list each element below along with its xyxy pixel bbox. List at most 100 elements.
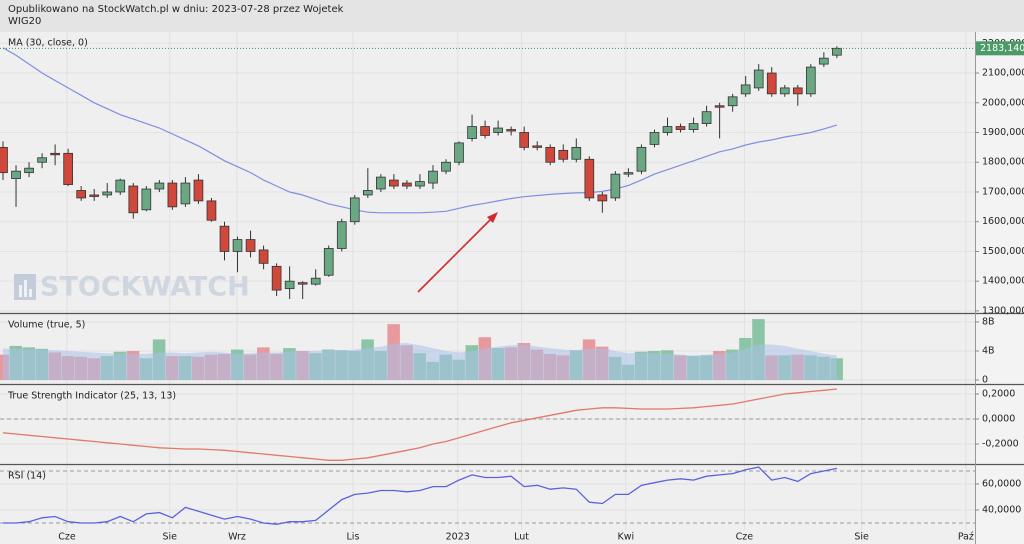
candle-body [11,170,21,179]
watermark-icon-bar [29,289,32,297]
y-tick-label: 2000,0000 [982,97,1024,108]
candle-body [519,132,530,148]
axis-background [975,32,1024,544]
candle-body [623,172,634,175]
caption: Opublikowano na StockWatch.pl w dniu: 20… [8,4,344,15]
x-tick-label: Sie [854,532,869,543]
x-tick-label: Lut [514,532,529,543]
candle-body [258,249,269,264]
candle-body [336,221,347,249]
plot-background [0,32,975,544]
y-tick-label: 0 [982,375,988,386]
y-tick-label: 1300,0000 [982,305,1024,316]
y-tick-label: 60,0000 [982,478,1021,489]
candle-body [376,176,386,190]
candle-body [271,265,282,291]
candle-body [323,248,334,276]
candle-body [362,190,373,196]
candle-body [805,66,816,95]
candle-body [792,87,803,95]
y-tick-label: 4B [982,346,995,357]
volume-ma-area [3,343,837,381]
candle-body [115,179,126,193]
candle-body [467,126,477,139]
candle-body [128,185,139,214]
candle-body [766,72,777,95]
candle-body [349,197,360,223]
candle-body [154,182,165,190]
candle-body [610,173,621,199]
y-tick-label: 1800,0000 [982,157,1024,168]
candle-body [584,158,595,199]
candle-body [89,194,100,197]
candle-body [428,170,438,184]
y-tick-label: 1600,0000 [982,216,1024,227]
candle-body [688,123,699,130]
x-tick-label: Kwi [617,532,634,543]
panel-title: Volume (true, 5) [8,320,85,331]
candle-body [232,239,243,252]
arrow-head [487,212,498,223]
candle-body [753,69,764,89]
candle-body [779,87,790,95]
candle-body [219,225,230,252]
panel-title: MA (30, close, 0) [8,38,88,49]
last-price-box [976,41,1024,56]
x-tick-label: Paź [958,532,974,543]
header-bar [0,0,1024,32]
watermark-icon-bar [24,280,27,297]
candle-body [245,239,256,252]
candle-body [701,111,712,124]
candle-body [284,280,295,290]
candle-body [441,161,451,172]
candle-body [50,152,60,156]
indicator-line [3,466,838,525]
x-tick-label: Sie [163,532,178,543]
candle-body [402,182,412,187]
candle-body [389,179,399,187]
candle-body [493,127,503,133]
last-price-label: 2183,1400 [980,43,1024,54]
symbol: WIG20 [8,16,41,27]
candle-body [37,157,47,163]
watermark-icon-bar [19,285,22,297]
candle-body [675,126,686,130]
indicator-line [2,388,837,461]
candle-body [545,146,556,163]
candle-body [558,149,569,160]
x-tick-label: Wrz [228,532,246,543]
candle-body [714,105,725,108]
candle-body [0,146,8,174]
candle-body [597,194,608,202]
candle-body [193,179,204,202]
candle-body [571,146,582,160]
candle-body [480,126,490,136]
y-tick-label: 1900,0000 [982,127,1024,138]
y-tick-label: 40,0000 [982,504,1021,515]
candle-body [636,146,647,172]
y-tick-label: 1500,0000 [982,246,1024,257]
y-tick-label: 0,2000 [982,389,1015,400]
y-tick-label: 1700,0000 [982,186,1024,197]
x-tick-label: 2023 [446,532,470,543]
candle-body [180,182,191,205]
annotation-arrow [417,215,495,293]
candle-body [63,152,73,185]
candle-body [454,142,464,163]
panel-title: RSI (14) [8,471,46,482]
y-tick-label: 8B [982,316,995,327]
candle-body [102,191,113,196]
candle-body [310,277,321,285]
candle-body [76,190,87,199]
candle-body [206,200,217,221]
candle-body [532,145,543,148]
candle-body [819,57,829,65]
panel-title: True Strength Indicator (25, 13, 13) [7,391,176,402]
candle-body [649,132,660,145]
x-tick-label: Cze [736,532,754,543]
ma-line [2,47,838,214]
marks-layer [0,46,975,525]
y-tick-label: -0,2000 [982,439,1019,450]
candle-body [415,181,425,187]
